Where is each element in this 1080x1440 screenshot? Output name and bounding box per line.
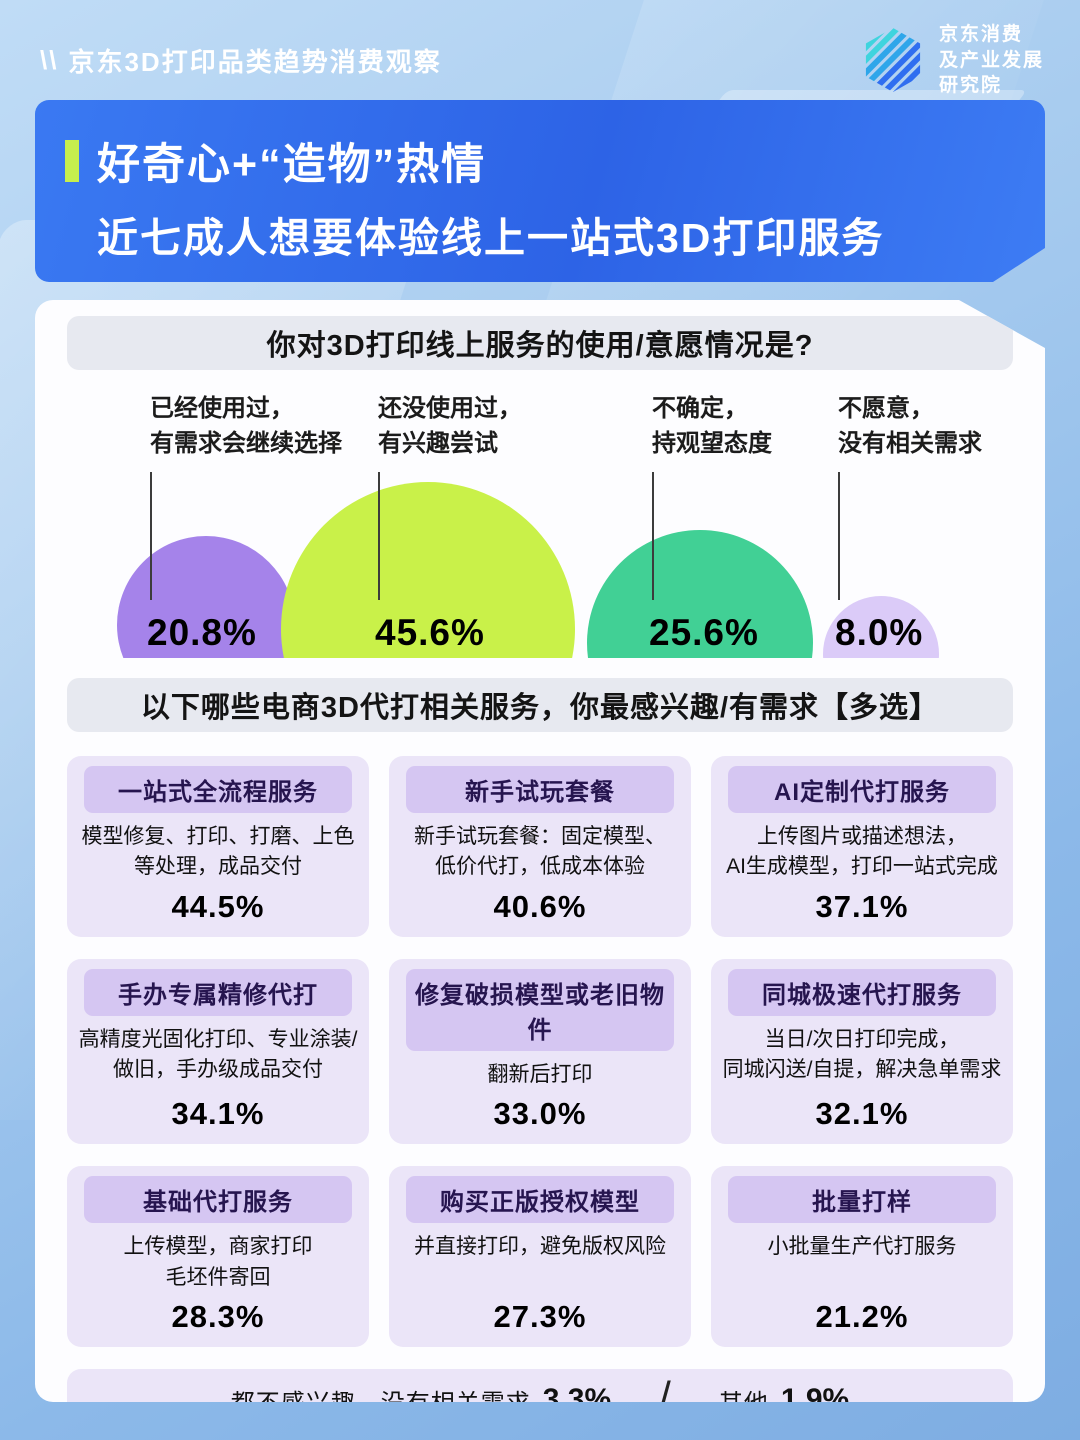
logo-text-line: 研究院 — [938, 75, 1002, 97]
service-card-repair: 修复破损模型或老旧物件 翻新后打印 33.0% — [389, 959, 691, 1144]
service-desc-line: 翻新后打印 — [487, 1062, 593, 1086]
service-desc-line: 高精度光固化打印、专业涂装/ — [78, 1027, 358, 1051]
pointer-line — [378, 472, 380, 600]
jd-research-logo: 京东消费 及产业发展 研究院 — [859, 22, 1044, 99]
bubble-label-line: 不愿意， — [838, 395, 934, 422]
service-card-title: 手办专属精修代打 — [84, 969, 352, 1016]
question2-title: 以下哪些电商3D代打相关服务，你最感兴趣/有需求【多选】 — [67, 678, 1013, 732]
service-card-desc: 当日/次日打印完成， 同城闪送/自提，解决急单需求 — [723, 1025, 1002, 1086]
bubble-label-line: 还没使用过， — [378, 395, 522, 422]
double-slash-icon: \\ — [40, 44, 59, 75]
top-header: \\ 京东3D打印品类趋势消费观察 — [40, 22, 1044, 99]
bubble-label-line: 没有相关需求 — [838, 429, 982, 457]
bubble-value: 8.0% — [835, 612, 924, 653]
pointer-line — [838, 472, 840, 600]
service-desc-line: 上传图片或描述想法， — [757, 825, 967, 848]
banner-title-line2: 近七成人想要体验线上一站式3D打印服务 — [97, 215, 885, 261]
banner-title-line1: 好奇心+“造物”热情 — [97, 141, 487, 189]
bubble-label: 已经使用过， 有需求会继续选择 — [150, 392, 342, 462]
bubble-label-line: 有兴趣尝试 — [378, 429, 498, 457]
not-interested-value: 3.3% — [542, 1383, 612, 1402]
content-card: 你对3D打印线上服务的使用/意愿情况是? 已经使用过， 有需求会继续选择 还没使… — [35, 300, 1045, 1402]
service-card-desc: 模型修复、打印、打磨、上色 等处理，成品交付 — [82, 822, 355, 883]
service-card-value: 33.0% — [493, 1096, 587, 1132]
hexagon-logo-icon — [865, 28, 921, 93]
service-card-value: 40.6% — [493, 888, 587, 924]
service-card-value: 37.1% — [815, 888, 909, 924]
service-card-starter: 新手试玩套餐 新手试玩套餐：固定模型、 低价代打，低成本体验 40.6% — [389, 756, 691, 937]
service-card-ai-custom: AI定制代打服务 上传图片或描述想法， AI生成模型，打印一站式完成 37.1% — [711, 756, 1013, 937]
bubble-label: 不愿意， 没有相关需求 — [838, 392, 982, 462]
service-card-desc: 新手试玩套餐：固定模型、 低价代打，低成本体验 — [414, 822, 666, 883]
service-card-value: 21.2% — [815, 1299, 909, 1335]
pointer-line — [150, 472, 152, 600]
service-card-express: 同城极速代打服务 当日/次日打印完成， 同城闪送/自提，解决急单需求 32.1% — [711, 959, 1013, 1144]
service-card-licensed: 购买正版授权模型 并直接打印，避免版权风险 27.3% — [389, 1166, 691, 1347]
logo-text-line: 京东消费 — [938, 24, 1023, 45]
bubble-value: 20.8% — [147, 612, 257, 653]
service-card-title: 批量打样 — [728, 1176, 996, 1223]
logo-text-line: 及产业发展 — [938, 49, 1044, 71]
service-desc-line: 同城闪送/自提，解决急单需求 — [722, 1058, 1002, 1082]
not-interested-label: 都不感兴趣，没有相关需求 — [231, 1383, 531, 1402]
other-options-bar: 都不感兴趣，没有相关需求 3.3% / 其他 1.9% — [67, 1369, 1013, 1402]
service-card-desc: 高精度光固化打印、专业涂装/ 做旧，手办级成品交付 — [79, 1025, 358, 1086]
page-title: \\ 京东3D打印品类趋势消费观察 — [40, 42, 442, 79]
title-banner: 好奇心+“造物”热情 近七成人想要体验线上一站式3D打印服务 — [35, 100, 1045, 282]
service-card-title: 购买正版授权模型 — [406, 1176, 674, 1223]
service-card-value: 34.1% — [171, 1096, 265, 1132]
banner-title-row: 好奇心+“造物”热情 — [65, 130, 1045, 192]
service-card-title: 新手试玩套餐 — [406, 766, 674, 813]
service-card-desc: 小批量生产代打服务 — [768, 1232, 957, 1262]
service-desc-line: 做旧，手办级成品交付 — [113, 1058, 323, 1082]
service-desc-line: 上传模型，商家打印 — [123, 1235, 313, 1259]
header-title-text: 京东3D打印品类趋势消费观察 — [68, 46, 442, 77]
other-label: 其他 — [719, 1383, 769, 1402]
service-card-title: 一站式全流程服务 — [84, 766, 352, 813]
service-card-figurine: 手办专属精修代打 高精度光固化打印、专业涂装/ 做旧，手办级成品交付 34.1% — [67, 959, 369, 1144]
bubble-value: 45.6% — [375, 612, 485, 653]
divider-slash: / — [659, 1373, 671, 1402]
question1-title: 你对3D打印线上服务的使用/意愿情况是? — [67, 316, 1013, 370]
accent-bar — [65, 140, 79, 182]
bubble-label-line: 有需求会继续选择 — [150, 429, 342, 457]
service-card-desc: 翻新后打印 — [488, 1060, 593, 1090]
services-grid: 一站式全流程服务 模型修复、打印、打磨、上色 等处理，成品交付 44.5% 新手… — [67, 756, 1013, 1347]
service-desc-line: 模型修复、打印、打磨、上色 — [81, 825, 355, 848]
pointer-line — [652, 472, 654, 600]
service-card-title: 基础代打服务 — [84, 1176, 352, 1223]
service-card-desc: 上传图片或描述想法， AI生成模型，打印一站式完成 — [726, 822, 998, 883]
service-desc-line: 小批量生产代打服务 — [767, 1235, 957, 1259]
service-card-basic: 基础代打服务 上传模型，商家打印 毛坯件寄回 28.3% — [67, 1166, 369, 1347]
service-card-batch: 批量打样 小批量生产代打服务 21.2% — [711, 1166, 1013, 1347]
service-desc-line: 低价代打，低成本体验 — [435, 855, 645, 879]
bubble-value: 25.6% — [649, 612, 759, 653]
service-card-desc: 上传模型，商家打印 毛坯件寄回 — [124, 1232, 313, 1293]
service-card-desc: 并直接打印，避免版权风险 — [414, 1232, 666, 1262]
service-card-value: 27.3% — [493, 1299, 587, 1335]
bubble-label: 不确定， 持观望态度 — [652, 392, 772, 462]
service-desc-line: 毛坯件寄回 — [165, 1265, 271, 1289]
service-desc-line: AI生成模型，打印一站式完成 — [726, 855, 998, 879]
service-card-value: 44.5% — [171, 888, 265, 924]
service-desc-line: 当日/次日打印完成， — [764, 1027, 960, 1051]
bubble-label-line: 不确定， — [652, 395, 748, 422]
bubble-label-line: 已经使用过， — [150, 395, 294, 422]
bubble-label: 还没使用过， 有兴趣尝试 — [378, 392, 522, 462]
bubble-chart: 已经使用过， 有需求会继续选择 还没使用过， 有兴趣尝试 不确定， 持观望态度 … — [67, 386, 1013, 658]
service-card-title: 修复破损模型或老旧物件 — [406, 969, 674, 1051]
logo-text: 京东消费 及产业发展 研究院 — [939, 22, 1044, 99]
bubble-label-line: 持观望态度 — [652, 429, 772, 457]
service-card-title: 同城极速代打服务 — [728, 969, 996, 1016]
service-card-title: AI定制代打服务 — [728, 766, 996, 813]
service-desc-line: 并直接打印，避免版权风险 — [414, 1235, 666, 1259]
service-card-onestop: 一站式全流程服务 模型修复、打印、打磨、上色 等处理，成品交付 44.5% — [67, 756, 369, 937]
other-value: 1.9% — [780, 1383, 850, 1402]
service-desc-line: 新手试玩套餐：固定模型、 — [414, 825, 666, 848]
service-desc-line: 等处理，成品交付 — [134, 855, 302, 879]
service-card-value: 32.1% — [815, 1096, 909, 1132]
service-card-value: 28.3% — [171, 1299, 265, 1335]
